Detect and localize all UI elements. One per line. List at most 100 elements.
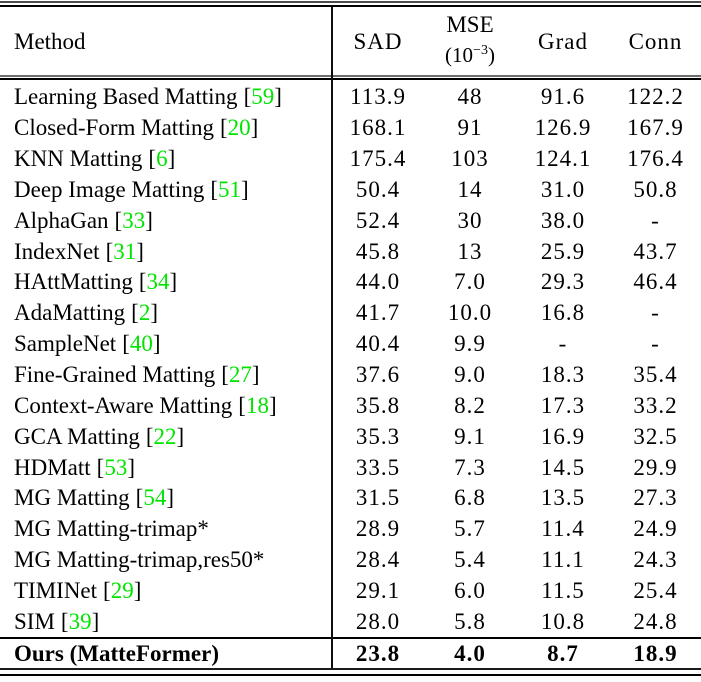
citation-link[interactable]: 27 bbox=[228, 362, 252, 388]
conn-value: 50.8 bbox=[633, 176, 678, 202]
table-row: SIM [39] 28.0 5.8 10.8 24.8 bbox=[0, 606, 701, 637]
citation-link[interactable]: 29 bbox=[110, 577, 134, 603]
citation: [20] bbox=[220, 115, 258, 140]
citation-bracket-open: [ bbox=[135, 485, 144, 511]
citation-link[interactable]: 6 bbox=[156, 146, 168, 172]
table-row: MG Matting-trimap,res50* 28.4 5.4 11.1 2… bbox=[0, 545, 701, 576]
conn-value: 32.5 bbox=[633, 423, 678, 449]
method-cell: Deep Image Matting [51] bbox=[0, 177, 332, 203]
table-rule-bottom-outer bbox=[0, 674, 701, 676]
method-cell: Learning Based Matting [59] bbox=[0, 84, 332, 110]
header-mse-label: MSE bbox=[446, 11, 494, 37]
table-row: AlphaGan [33] 52.4 30 38.0 - bbox=[0, 205, 701, 236]
citation-link[interactable]: 53 bbox=[104, 454, 128, 480]
sad-value: 40.4 bbox=[355, 331, 401, 357]
citation-link[interactable]: 34 bbox=[146, 269, 170, 295]
sad-value: 28.4 bbox=[355, 547, 401, 573]
citation-link[interactable]: 54 bbox=[143, 485, 167, 511]
citation-bracket-close: ] bbox=[145, 207, 153, 233]
citation-link[interactable]: 33 bbox=[122, 207, 146, 233]
citation-link[interactable]: 31 bbox=[113, 238, 137, 264]
grad-value: 38.0 bbox=[540, 207, 586, 233]
method-name: AdaMatting bbox=[14, 300, 126, 326]
method-name: SIM bbox=[14, 608, 55, 634]
method-name: Closed-Form Matting bbox=[14, 115, 214, 141]
method-cell: MG Matting-trimap* bbox=[0, 516, 332, 542]
citation-bracket-open: [ bbox=[219, 115, 228, 141]
method-cell: Closed-Form Matting [20] bbox=[0, 115, 332, 141]
citation-link[interactable]: 40 bbox=[129, 331, 153, 357]
method-name: GCA Matting bbox=[14, 423, 140, 449]
method-name: TIMINet bbox=[14, 577, 98, 603]
mse-value: 6.8 bbox=[454, 485, 486, 511]
mse-value: 48 bbox=[457, 84, 483, 110]
table-rule-top-outer bbox=[0, 1, 701, 3]
conn-value: 122.2 bbox=[627, 84, 684, 110]
header-grad: Grad bbox=[538, 28, 588, 54]
citation-bracket-open: [ bbox=[210, 176, 218, 202]
method-name: MG Matting-trimap,res50* bbox=[14, 547, 265, 573]
method-name: SampleNet bbox=[14, 331, 117, 357]
conn-value: 33.2 bbox=[633, 392, 678, 418]
citation-bracket-close: ] bbox=[241, 176, 249, 202]
grad-value: 13.5 bbox=[540, 485, 586, 511]
citation: [2] bbox=[131, 300, 158, 325]
citation-link[interactable]: 20 bbox=[227, 115, 251, 141]
citation: [34] bbox=[139, 269, 177, 294]
citation-bracket-close: ] bbox=[274, 84, 282, 110]
method-cell: HDMatt [53] bbox=[0, 455, 332, 481]
table-row: Fine-Grained Matting [27] 37.6 9.0 18.3 3… bbox=[0, 360, 701, 391]
method-name: Context-Aware Matting bbox=[14, 392, 233, 418]
header-method: Method bbox=[14, 28, 86, 54]
sad-value: 41.7 bbox=[355, 300, 401, 326]
sad-value: 52.4 bbox=[355, 207, 401, 233]
citation-bracket-open: [ bbox=[131, 300, 139, 326]
method-name: KNN Matting bbox=[14, 146, 143, 172]
method-cell: AdaMatting [2] bbox=[0, 300, 332, 326]
conn-value: 176.4 bbox=[627, 146, 684, 172]
citation-link[interactable]: 51 bbox=[218, 176, 241, 202]
citation-link[interactable]: 59 bbox=[251, 84, 275, 110]
citation-bracket-close: ] bbox=[150, 300, 158, 326]
method-cell: Context-Aware Matting [18] bbox=[0, 393, 332, 419]
citation-bracket-close: ] bbox=[250, 115, 259, 141]
sad-value: 28.0 bbox=[355, 608, 401, 634]
conn-value: 29.9 bbox=[633, 454, 678, 480]
citation-bracket-close: ] bbox=[136, 238, 144, 264]
citation-bracket-close: ] bbox=[268, 392, 277, 418]
method-name: Fine-Grained Matting bbox=[14, 362, 216, 388]
method-cell: KNN Matting [6] bbox=[0, 146, 332, 172]
mse-value: 5.8 bbox=[454, 608, 486, 634]
grad-value: 31.0 bbox=[540, 176, 586, 202]
citation-link[interactable]: 39 bbox=[68, 608, 92, 634]
method-cell: GCA Matting [22] bbox=[0, 424, 332, 450]
citation-bracket-open: [ bbox=[238, 392, 246, 418]
citation-link[interactable]: 18 bbox=[245, 392, 269, 418]
citation-link[interactable]: 2 bbox=[138, 300, 151, 326]
header-mse-unit: (10−3) bbox=[424, 40, 516, 71]
table-row: KNN Matting [6] 175.4 103 124.1 176.4 bbox=[0, 144, 701, 175]
header-mse-unit-exponent: −3 bbox=[473, 42, 488, 58]
mse-value: 7.3 bbox=[454, 454, 486, 480]
citation-bracket-close: ] bbox=[176, 423, 185, 449]
citation-bracket-open: [ bbox=[148, 146, 157, 172]
sad-value: 28.9 bbox=[355, 516, 401, 542]
citation-link[interactable]: 22 bbox=[153, 423, 177, 449]
sad-value: 113.9 bbox=[350, 84, 406, 110]
conn-value: 167.9 bbox=[627, 115, 684, 141]
conn-value: 24.3 bbox=[633, 547, 678, 573]
conn-value: 24.9 bbox=[633, 516, 678, 542]
mse-value: 30 bbox=[457, 207, 483, 233]
conn-value: 35.4 bbox=[633, 362, 678, 388]
grad-value: 124.1 bbox=[534, 146, 592, 172]
citation-bracket-close: ] bbox=[167, 146, 176, 172]
citation-bracket-close: ] bbox=[166, 485, 174, 511]
conn-value: - bbox=[651, 207, 660, 233]
citation: [54] bbox=[136, 485, 174, 510]
citation: [53] bbox=[97, 455, 135, 480]
ours-method-name: Ours (MatteFormer) bbox=[14, 640, 219, 666]
conn-value: 27.3 bbox=[633, 485, 678, 511]
method-cell: Fine-Grained Matting [27] bbox=[0, 362, 332, 388]
citation-bracket-open: [ bbox=[243, 84, 252, 110]
